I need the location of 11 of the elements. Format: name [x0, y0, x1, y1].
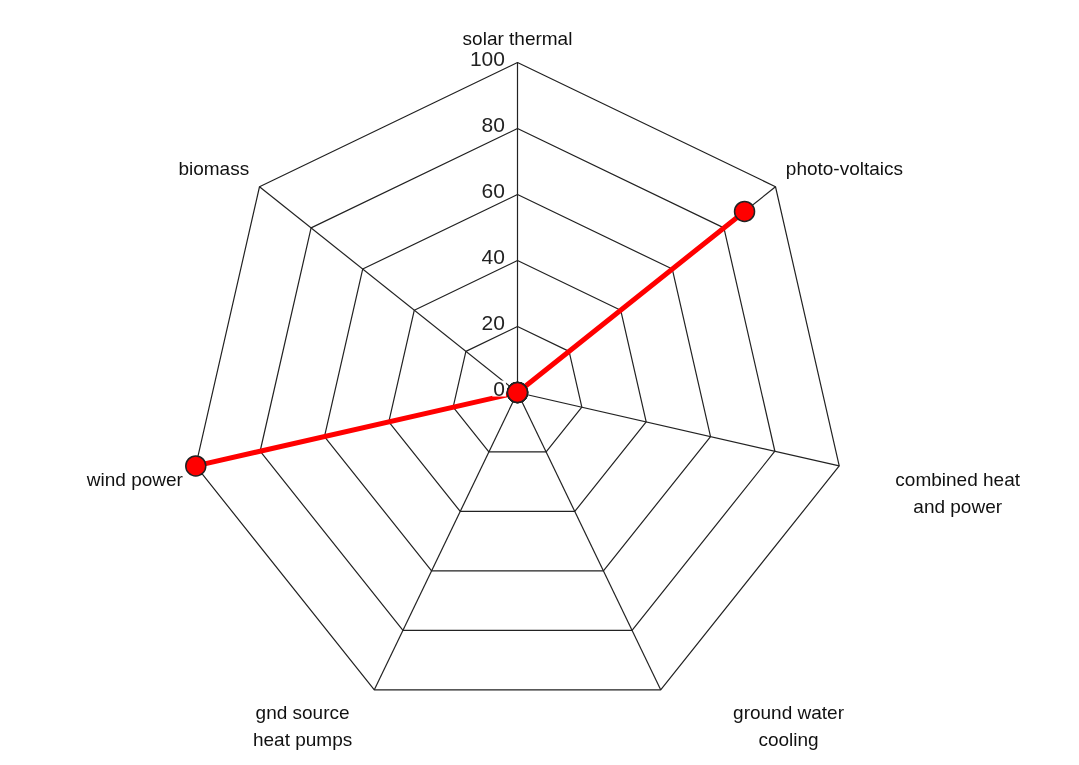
y-tick-label: 40	[481, 244, 505, 268]
y-tick-label: 60	[481, 178, 505, 202]
y-tick-label: 80	[481, 112, 505, 136]
spoke-label: wind power	[85, 468, 184, 490]
y-tick-label: 0	[493, 376, 505, 400]
spoke-label: biomass	[178, 157, 250, 179]
spoke-label: combined heat and power	[895, 468, 1021, 518]
y-tick-label: 20	[481, 310, 505, 334]
spoke-label: ground water cooling	[733, 701, 845, 751]
spoke-label: photo-voltaics	[785, 157, 904, 179]
spoke-label: gnd source heat pumps	[252, 701, 353, 751]
